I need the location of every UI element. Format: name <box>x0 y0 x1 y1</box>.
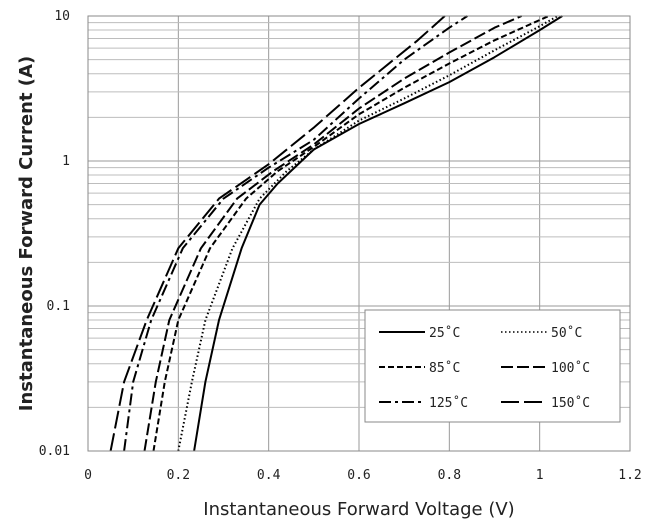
legend-label-4: 125˚C <box>429 395 468 411</box>
series-layer <box>109 15 563 452</box>
x-tick-labels: 0 0.2 0.4 0.6 0.8 1 1.2 <box>84 468 642 483</box>
series-line-4 <box>123 15 468 452</box>
legend-label-0: 25˚C <box>429 325 460 341</box>
legend-label-5: 150˚C <box>551 395 590 411</box>
y-tick-label-0: 0.01 <box>39 444 70 459</box>
y-tick-labels: 0.01 0.1 1 10 <box>39 9 70 459</box>
x-tick-label-3: 0.6 <box>347 468 370 483</box>
series-line-5 <box>109 15 446 452</box>
x-tick-label-5: 1 <box>536 468 544 483</box>
series-line-1 <box>177 15 559 452</box>
legend-label-3: 100˚C <box>551 360 590 376</box>
legend-label-2: 85˚C <box>429 360 460 376</box>
x-axis-label: Instantaneous Forward Voltage (V) <box>203 499 514 520</box>
series-line-3 <box>143 15 522 452</box>
plot-border <box>87 15 631 452</box>
x-tick-label-6: 1.2 <box>618 468 641 483</box>
series-line-2 <box>152 15 550 452</box>
legend: 25˚C 50˚C 85˚C 100˚C 125˚C 150˚C <box>364 309 621 423</box>
y-tick-label-2: 1 <box>62 154 70 169</box>
y-tick-label-1: 0.1 <box>47 299 70 314</box>
x-tick-label-2: 0.4 <box>257 468 281 483</box>
x-tick-label-4: 0.8 <box>438 468 461 483</box>
y-tick-label-3: 10 <box>54 9 70 24</box>
x-tick-label-0: 0 <box>84 468 92 483</box>
x-tick-label-1: 0.2 <box>167 468 190 483</box>
y-axis-label: Instantaneous Forward Current (A) <box>16 56 37 411</box>
legend-label-1: 50˚C <box>551 325 582 341</box>
